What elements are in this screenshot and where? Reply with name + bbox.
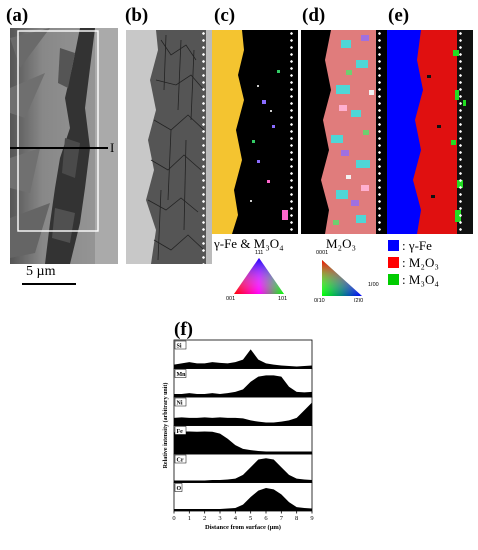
legend-text-2: : M₃O₄ <box>402 271 439 287</box>
ipf-triangle-d: 0001 0ī10 1ī00 ī2ī0 <box>312 250 382 304</box>
series-label-bg-Si <box>174 340 187 350</box>
tri-d-left: 0ī10 <box>314 298 325 304</box>
series-label-bg-Ni <box>174 397 187 407</box>
scale-bar <box>22 283 76 285</box>
y-axis-label: Relative intensity (arbitrary unit) <box>162 383 169 469</box>
series-area-Fe <box>174 431 312 454</box>
series-label-bg-Fe <box>174 426 187 435</box>
panel-c-label: (c) <box>214 5 236 26</box>
line-profile-chart: Si Mn Ni Fe Cr O 0 1 2 3 4 5 6 7 8 9 Distance from surfa… <box>162 339 314 531</box>
tri-d-right: 1ī00 <box>368 282 379 288</box>
tri-d-top: 0001 <box>316 250 329 256</box>
line-profile-marker <box>10 147 108 149</box>
series-label-Mn: Mn <box>177 372 187 378</box>
series-label-bg-Cr <box>174 454 187 464</box>
legend-swatch-2 <box>388 274 399 285</box>
x-tick-label: 0 <box>172 515 175 522</box>
panel-e-dots <box>459 30 462 234</box>
series-label-bg-Mn <box>174 369 187 378</box>
series-label-Si: Si <box>177 344 182 350</box>
tri-c-left: 001 <box>226 296 236 302</box>
panel-a-image <box>10 28 118 264</box>
legend-text-0: : γ-Fe <box>402 237 432 253</box>
tri-c-top: 111 <box>255 250 264 256</box>
panel-e-image <box>387 30 473 234</box>
phase-legend: : γ-Fe : M₂O₃ : M₃O₄ <box>388 237 439 288</box>
x-tick-label: 8 <box>295 515 298 522</box>
scale-bar-label: 5 µm <box>26 264 56 279</box>
panel-a-label: (a) <box>6 5 29 26</box>
legend-swatch-1 <box>388 257 399 268</box>
legend-text-1: : M₂O₃ <box>402 254 439 270</box>
panel-c-dots <box>290 30 293 234</box>
series-label-Fe: Fe <box>177 429 184 435</box>
series-area-Mn <box>174 375 312 397</box>
x-axis-label: Distance from surface (μm) <box>205 524 281 531</box>
x-tick-label: 9 <box>310 515 313 522</box>
x-tick-label: 4 <box>234 515 238 522</box>
line-label: I <box>110 140 115 155</box>
x-tick-label: 7 <box>280 515 284 522</box>
legend-item: : γ-Fe <box>388 237 439 254</box>
panel-d-caption: M₂O₃ <box>326 236 357 251</box>
x-tick-label: 5 <box>249 515 252 522</box>
panel-c-image <box>212 30 298 234</box>
x-tick-label: 2 <box>203 515 206 522</box>
series-area-Si <box>174 349 312 369</box>
x-tick-label: 1 <box>188 515 191 522</box>
x-tick-label: 6 <box>264 515 268 522</box>
panel-d-image <box>301 30 387 234</box>
series-area-Ni <box>174 402 312 426</box>
legend-item: : M₃O₄ <box>388 271 439 288</box>
panel-d-dots <box>378 30 381 234</box>
panel-b-label: (b) <box>125 5 149 26</box>
panel-e-label: (e) <box>388 5 410 26</box>
series-area-O <box>174 488 312 511</box>
series-label-bg-O <box>174 483 183 492</box>
panel-c-caption: γ-Fe & M₃O₄ <box>214 236 284 251</box>
ipf-triangle-c: 111 001 101 <box>226 250 292 304</box>
panel-b-dots <box>202 30 205 264</box>
panel-f-label: (f) <box>174 319 193 340</box>
series-label-O: O <box>177 486 182 492</box>
tri-c-right: 101 <box>278 296 288 302</box>
panel-b-image <box>126 30 212 264</box>
x-tick-label: 3 <box>218 515 221 522</box>
series-label-Cr: Cr <box>177 458 184 464</box>
legend-item: : M₂O₃ <box>388 254 439 271</box>
series-area-Cr <box>174 458 312 483</box>
tri-d-bottom-right: ī2ī0 <box>354 298 364 304</box>
panel-d-label: (d) <box>302 5 326 26</box>
series-label-Ni: Ni <box>177 401 183 407</box>
legend-swatch-0 <box>388 240 399 251</box>
